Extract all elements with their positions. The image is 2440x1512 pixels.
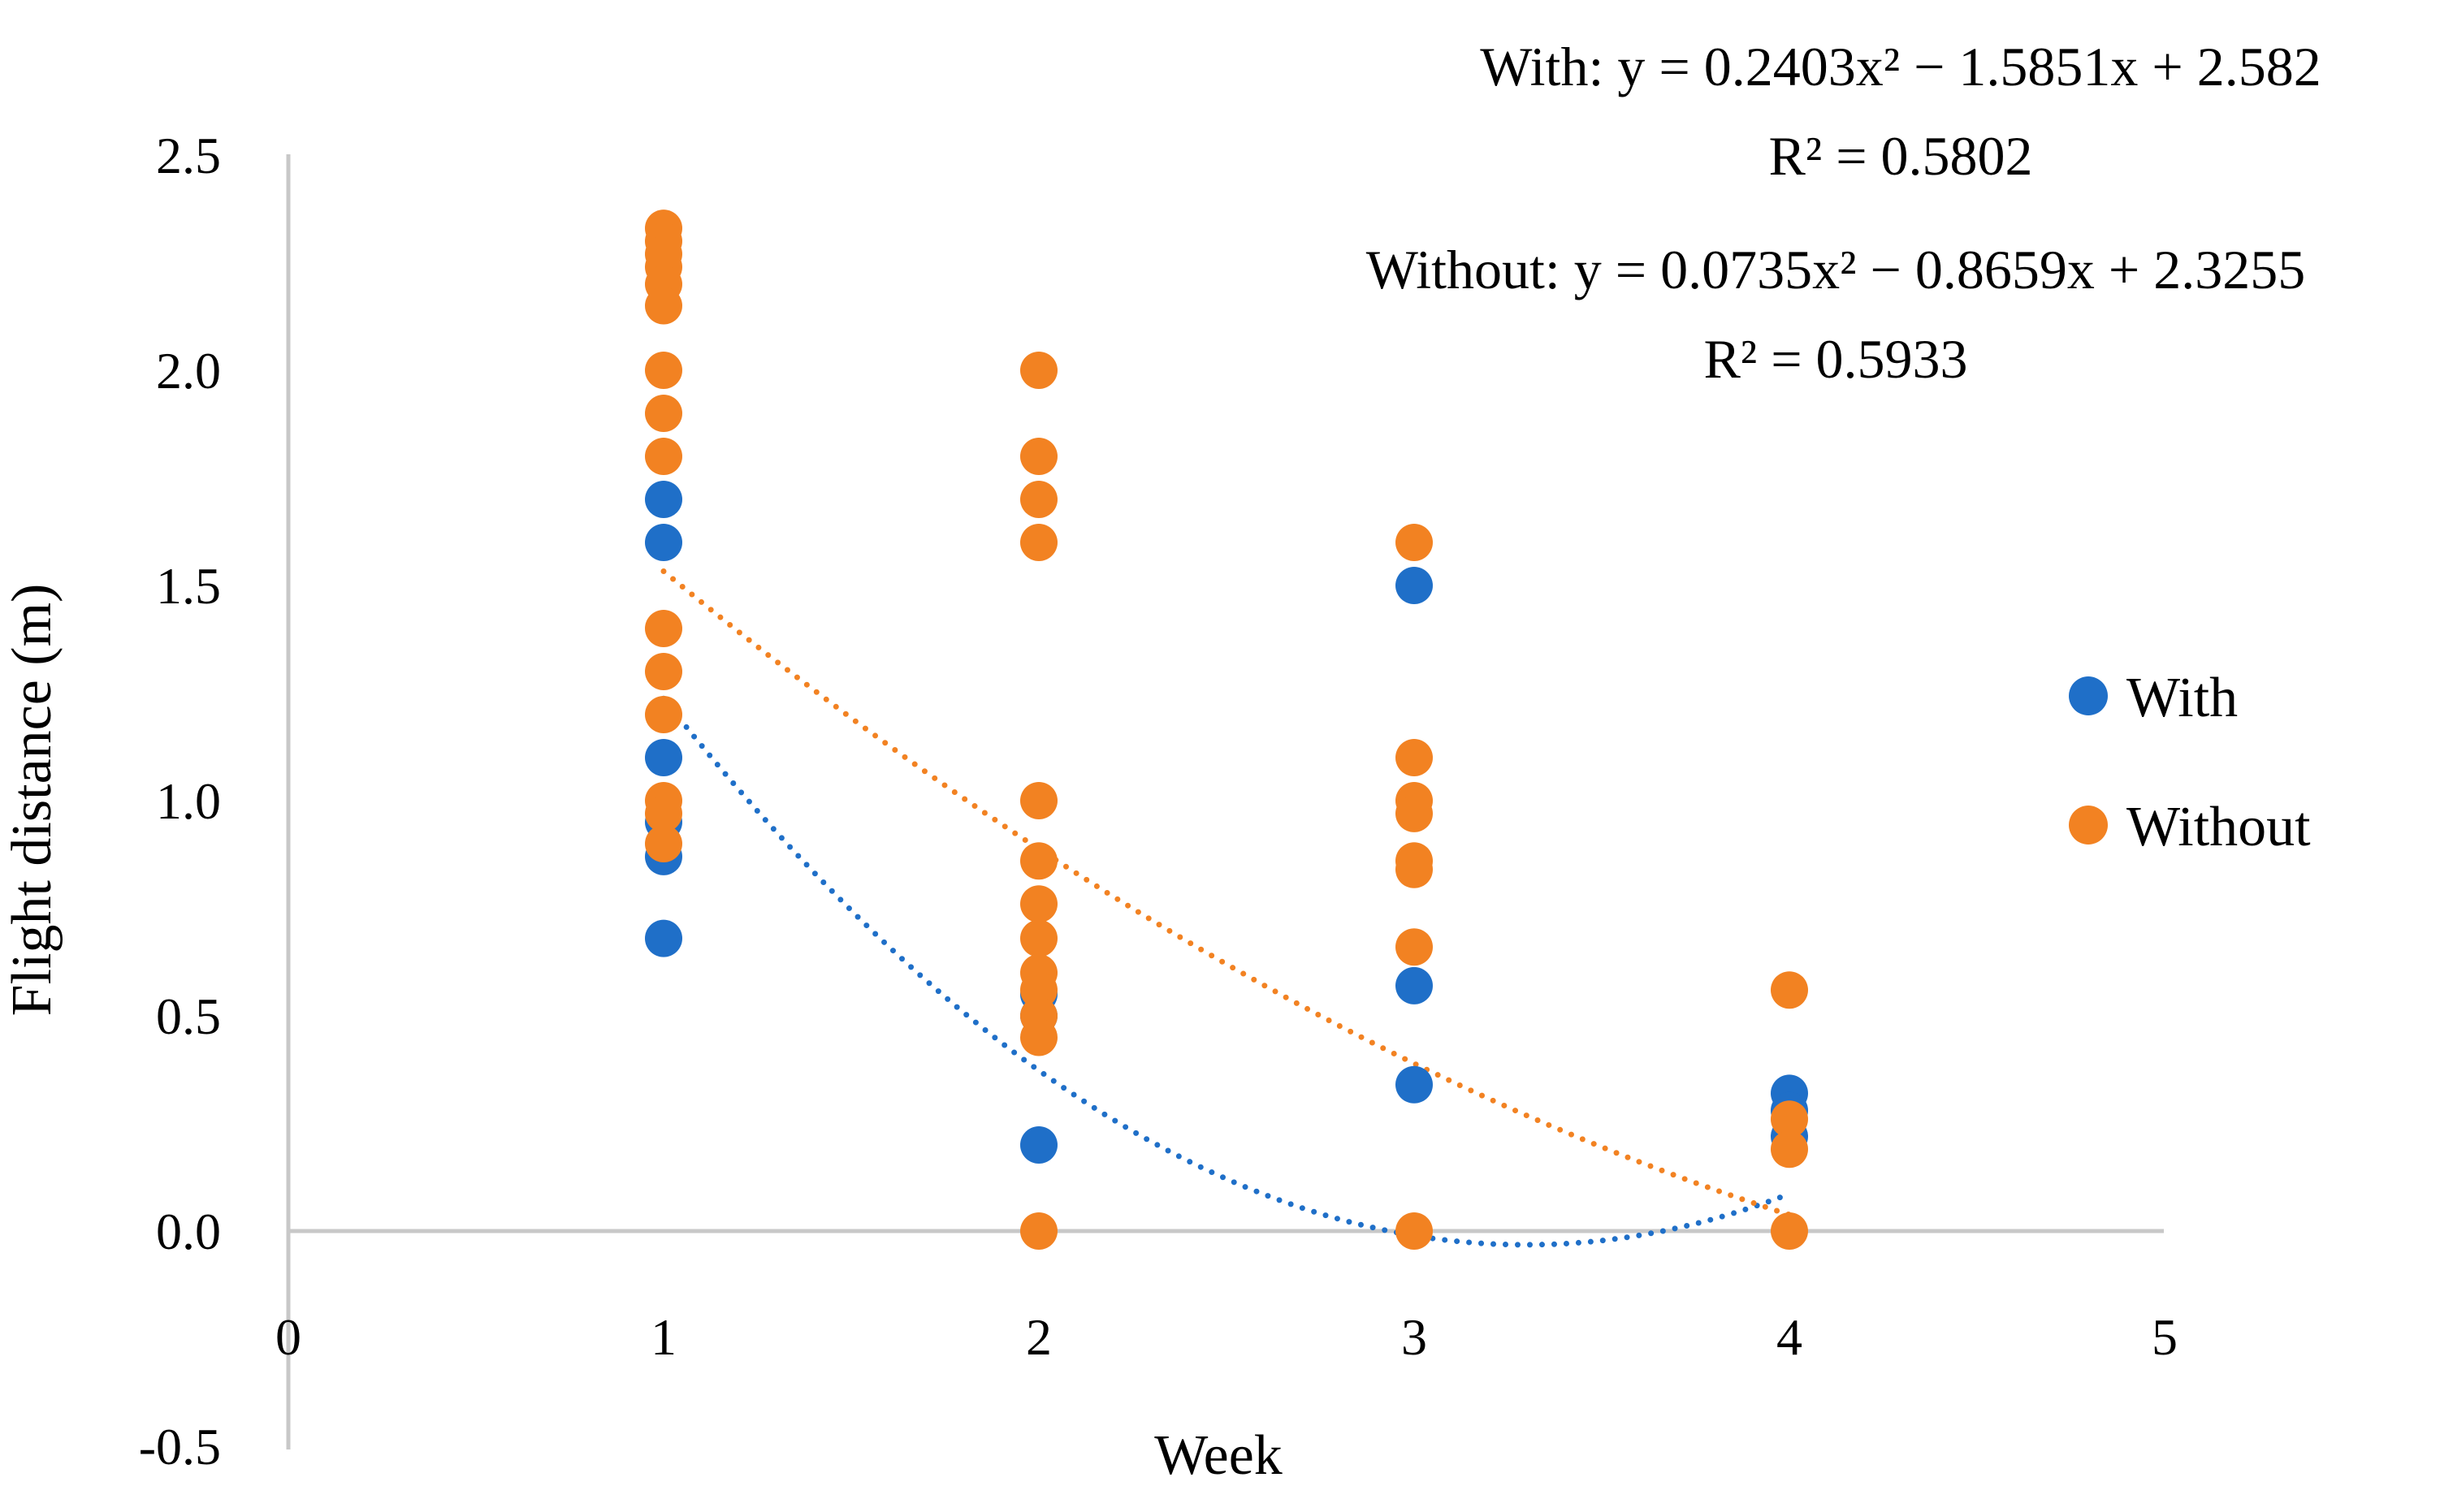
data-point-without [1020,919,1058,957]
y-tick-label: 0.5 [156,987,221,1045]
y-tick-label: -0.5 [139,1418,221,1475]
data-point-with [1395,567,1433,604]
data-point-with [1395,966,1433,1004]
data-point-without [1395,739,1433,776]
data-point-without [1020,842,1058,880]
trendline-with [660,695,1793,1248]
x-tick-label: 1 [651,1308,677,1366]
data-points [645,210,1808,1250]
data-point-without [1395,928,1433,966]
data-point-with [645,481,682,518]
legend-label-without: Without [2126,796,2311,858]
data-point-without [645,287,682,325]
data-point-without [1020,524,1058,561]
data-point-without [1020,885,1058,923]
data-point-without [645,794,682,832]
data-point-without [1020,352,1058,389]
x-tick-labels: 0 1 2 3 4 5 [275,1308,2178,1366]
x-tick-label: 0 [275,1308,301,1366]
y-tick-label: 0.0 [156,1203,221,1260]
data-point-without [645,696,682,733]
y-tick-label: 2.5 [156,127,221,184]
data-point-without [645,610,682,647]
y-tick-labels: 2.5 2.0 1.5 1.0 0.5 0.0 -0.5 [139,127,221,1475]
y-tick-label: 2.0 [156,342,221,400]
data-point-without [645,352,682,389]
data-point-without [1395,1212,1433,1250]
legend-label-with: With [2126,667,2238,729]
trendlines [660,568,1793,1248]
data-point-without [1020,1212,1058,1250]
data-point-without [1020,1018,1058,1056]
data-point-without [645,825,682,862]
without-equation: Without: y = 0.0735x² − 0.8659x + 2.3255 [1366,239,2305,300]
legend-marker-without [2069,806,2108,845]
data-point-without [645,395,682,432]
data-point-without [1771,971,1808,1009]
x-tick-label: 5 [2152,1308,2178,1366]
y-axis-title: Flight distance (m) [1,584,63,1017]
data-point-without [1020,481,1058,518]
data-point-without [1020,782,1058,819]
data-point-without [1395,850,1433,888]
data-point-without [645,438,682,475]
x-tick-label: 3 [1401,1308,1427,1366]
data-point-without [1771,1130,1808,1169]
data-point-without [1395,794,1433,832]
data-point-with [645,919,682,957]
with-r-squared: R² = 0.5802 [1768,125,2032,187]
data-point-without [1020,438,1058,475]
data-point-without [1395,524,1433,561]
legend: With Without [2069,667,2311,858]
data-point-with [645,524,682,561]
data-point-without [1771,1100,1808,1138]
without-r-squared: R² = 0.5933 [1703,328,1967,390]
y-tick-label: 1.0 [156,772,221,830]
data-point-with [645,739,682,776]
trendline-annotations: With: y = 0.2403x² − 1.5851x + 2.582 R² … [1366,36,2321,390]
data-point-with [1395,1065,1433,1104]
with-equation: With: y = 0.2403x² − 1.5851x + 2.582 [1480,36,2321,97]
legend-marker-with [2069,676,2108,715]
x-axis-title: Week [1154,1424,1283,1487]
data-point-with [1020,1126,1058,1164]
data-point-without [645,653,682,690]
data-point-without [1020,971,1058,1009]
y-tick-label: 1.5 [156,557,221,615]
x-tick-label: 2 [1026,1308,1052,1366]
x-tick-label: 4 [1776,1308,1802,1366]
data-point-without [1771,1212,1808,1250]
